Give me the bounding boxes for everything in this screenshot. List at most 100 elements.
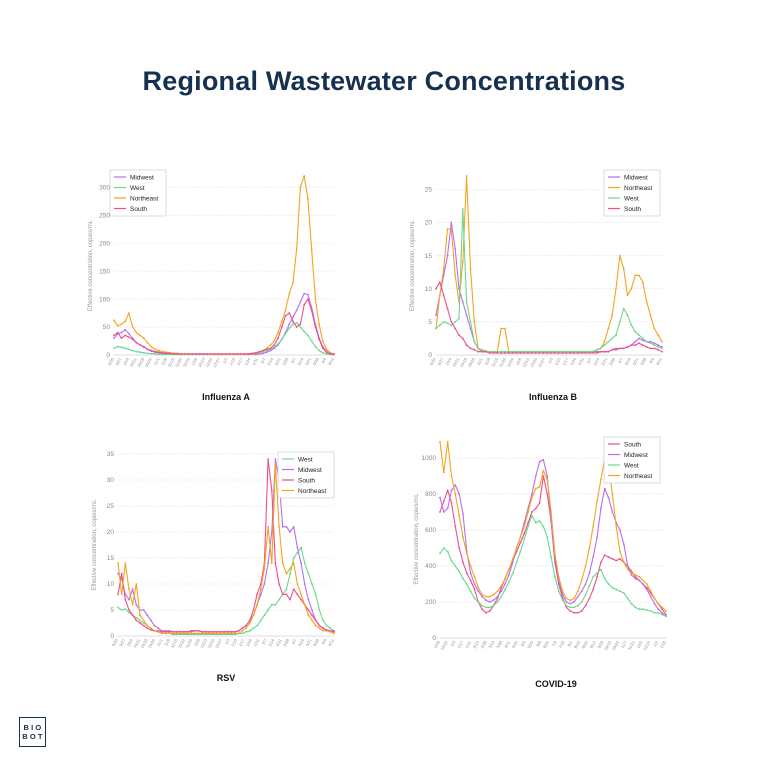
data-point-south <box>488 352 491 354</box>
x-tick-label: 4/25 <box>511 639 520 649</box>
y-tick-label: 150 <box>99 268 110 275</box>
legend-label-west: West <box>130 185 145 192</box>
data-point-west <box>113 347 115 350</box>
data-point-northeast <box>531 496 533 499</box>
data-point-south <box>546 493 549 495</box>
data-point-midwest <box>603 487 606 490</box>
x-tick-label: 11/22 <box>177 637 187 649</box>
data-point-west <box>259 619 262 622</box>
data-point-south <box>300 598 302 601</box>
data-point-northeast <box>142 619 145 622</box>
x-tick-label: 10/18 <box>459 356 469 368</box>
data-point-northeast <box>318 323 320 326</box>
data-point-midwest <box>131 588 134 591</box>
data-point-northeast <box>120 323 123 326</box>
x-tick-label: 11/15 <box>169 637 179 649</box>
data-point-south <box>303 303 306 306</box>
data-point-west <box>619 321 621 323</box>
data-point-northeast <box>241 629 244 632</box>
data-point-midwest <box>142 609 145 611</box>
data-point-west <box>492 350 495 353</box>
data-point-northeast <box>488 595 491 598</box>
biobot-logo: BIO BOT <box>19 717 46 747</box>
data-point-south <box>165 352 168 355</box>
x-tick-label: 6/20 <box>542 639 551 649</box>
x-tick-label: 11/29 <box>184 637 194 649</box>
data-point-south <box>557 352 560 354</box>
data-point-northeast <box>289 567 291 570</box>
data-point-south <box>131 614 134 617</box>
data-point-south <box>135 619 138 622</box>
data-point-northeast <box>183 632 185 635</box>
data-point-northeast <box>128 588 130 591</box>
data-point-northeast <box>117 562 119 565</box>
legend-label-midwest: Midwest <box>624 174 648 181</box>
data-point-midwest <box>458 287 460 290</box>
data-point-west <box>300 546 302 549</box>
data-point-south <box>461 337 464 340</box>
data-point-northeast <box>307 197 309 200</box>
data-point-midwest <box>638 337 640 340</box>
data-point-south <box>565 352 568 354</box>
data-point-west <box>245 630 248 633</box>
data-point-west <box>289 572 291 575</box>
x-tick-label: 10/11 <box>451 356 461 368</box>
data-point-northeast <box>124 320 127 323</box>
data-point-midwest <box>469 327 472 330</box>
data-point-south <box>202 353 205 355</box>
data-point-south <box>142 345 145 348</box>
y-tick-label: 200 <box>425 599 436 606</box>
data-point-midwest <box>607 496 610 499</box>
data-point-northeast <box>496 590 499 593</box>
data-point-west <box>623 592 625 594</box>
data-point-south <box>243 353 246 355</box>
data-point-midwest <box>292 525 295 528</box>
data-point-northeast <box>322 629 324 632</box>
x-tick-label: 1/10 <box>228 356 237 366</box>
data-point-south <box>230 630 233 633</box>
data-point-northeast <box>116 325 119 327</box>
y-tick-label: 0 <box>110 633 114 640</box>
data-point-midwest <box>561 593 564 596</box>
legend-label-south: South <box>130 206 147 213</box>
data-point-northeast <box>197 632 200 635</box>
data-point-west <box>481 604 483 607</box>
data-point-northeast <box>300 593 302 596</box>
x-tick-label: 1/17 <box>456 639 465 649</box>
data-point-south <box>226 630 229 633</box>
data-point-south <box>665 613 667 616</box>
data-point-west <box>577 604 579 607</box>
data-point-south <box>481 350 483 353</box>
data-point-northeast <box>278 525 280 528</box>
data-point-northeast <box>465 175 468 177</box>
data-point-west <box>469 321 472 323</box>
data-point-west <box>592 575 595 578</box>
data-point-midwest <box>485 599 487 602</box>
data-point-west <box>630 602 633 605</box>
x-tick-label: 3/28 <box>312 637 321 647</box>
data-point-south <box>527 352 529 354</box>
data-point-south <box>183 353 186 355</box>
data-point-midwest <box>657 608 660 611</box>
data-point-south <box>634 344 637 346</box>
data-point-northeast <box>131 603 134 606</box>
data-point-south <box>584 604 587 607</box>
data-point-northeast <box>500 584 503 587</box>
data-point-midwest <box>454 248 457 250</box>
data-point-northeast <box>657 602 660 605</box>
data-point-midwest <box>611 511 614 513</box>
data-point-northeast <box>504 577 506 580</box>
data-point-west <box>504 588 506 591</box>
data-point-midwest <box>303 583 306 585</box>
data-point-midwest <box>592 556 595 558</box>
data-point-west <box>626 314 629 317</box>
data-point-south <box>172 353 175 355</box>
data-point-northeast <box>653 327 656 330</box>
data-point-west <box>496 601 499 603</box>
data-point-south <box>318 338 320 341</box>
data-point-south <box>442 294 445 297</box>
data-point-northeast <box>450 228 453 230</box>
x-tick-label: 9/27 <box>114 356 123 366</box>
data-point-midwest <box>634 577 637 580</box>
data-point-west <box>584 350 587 353</box>
